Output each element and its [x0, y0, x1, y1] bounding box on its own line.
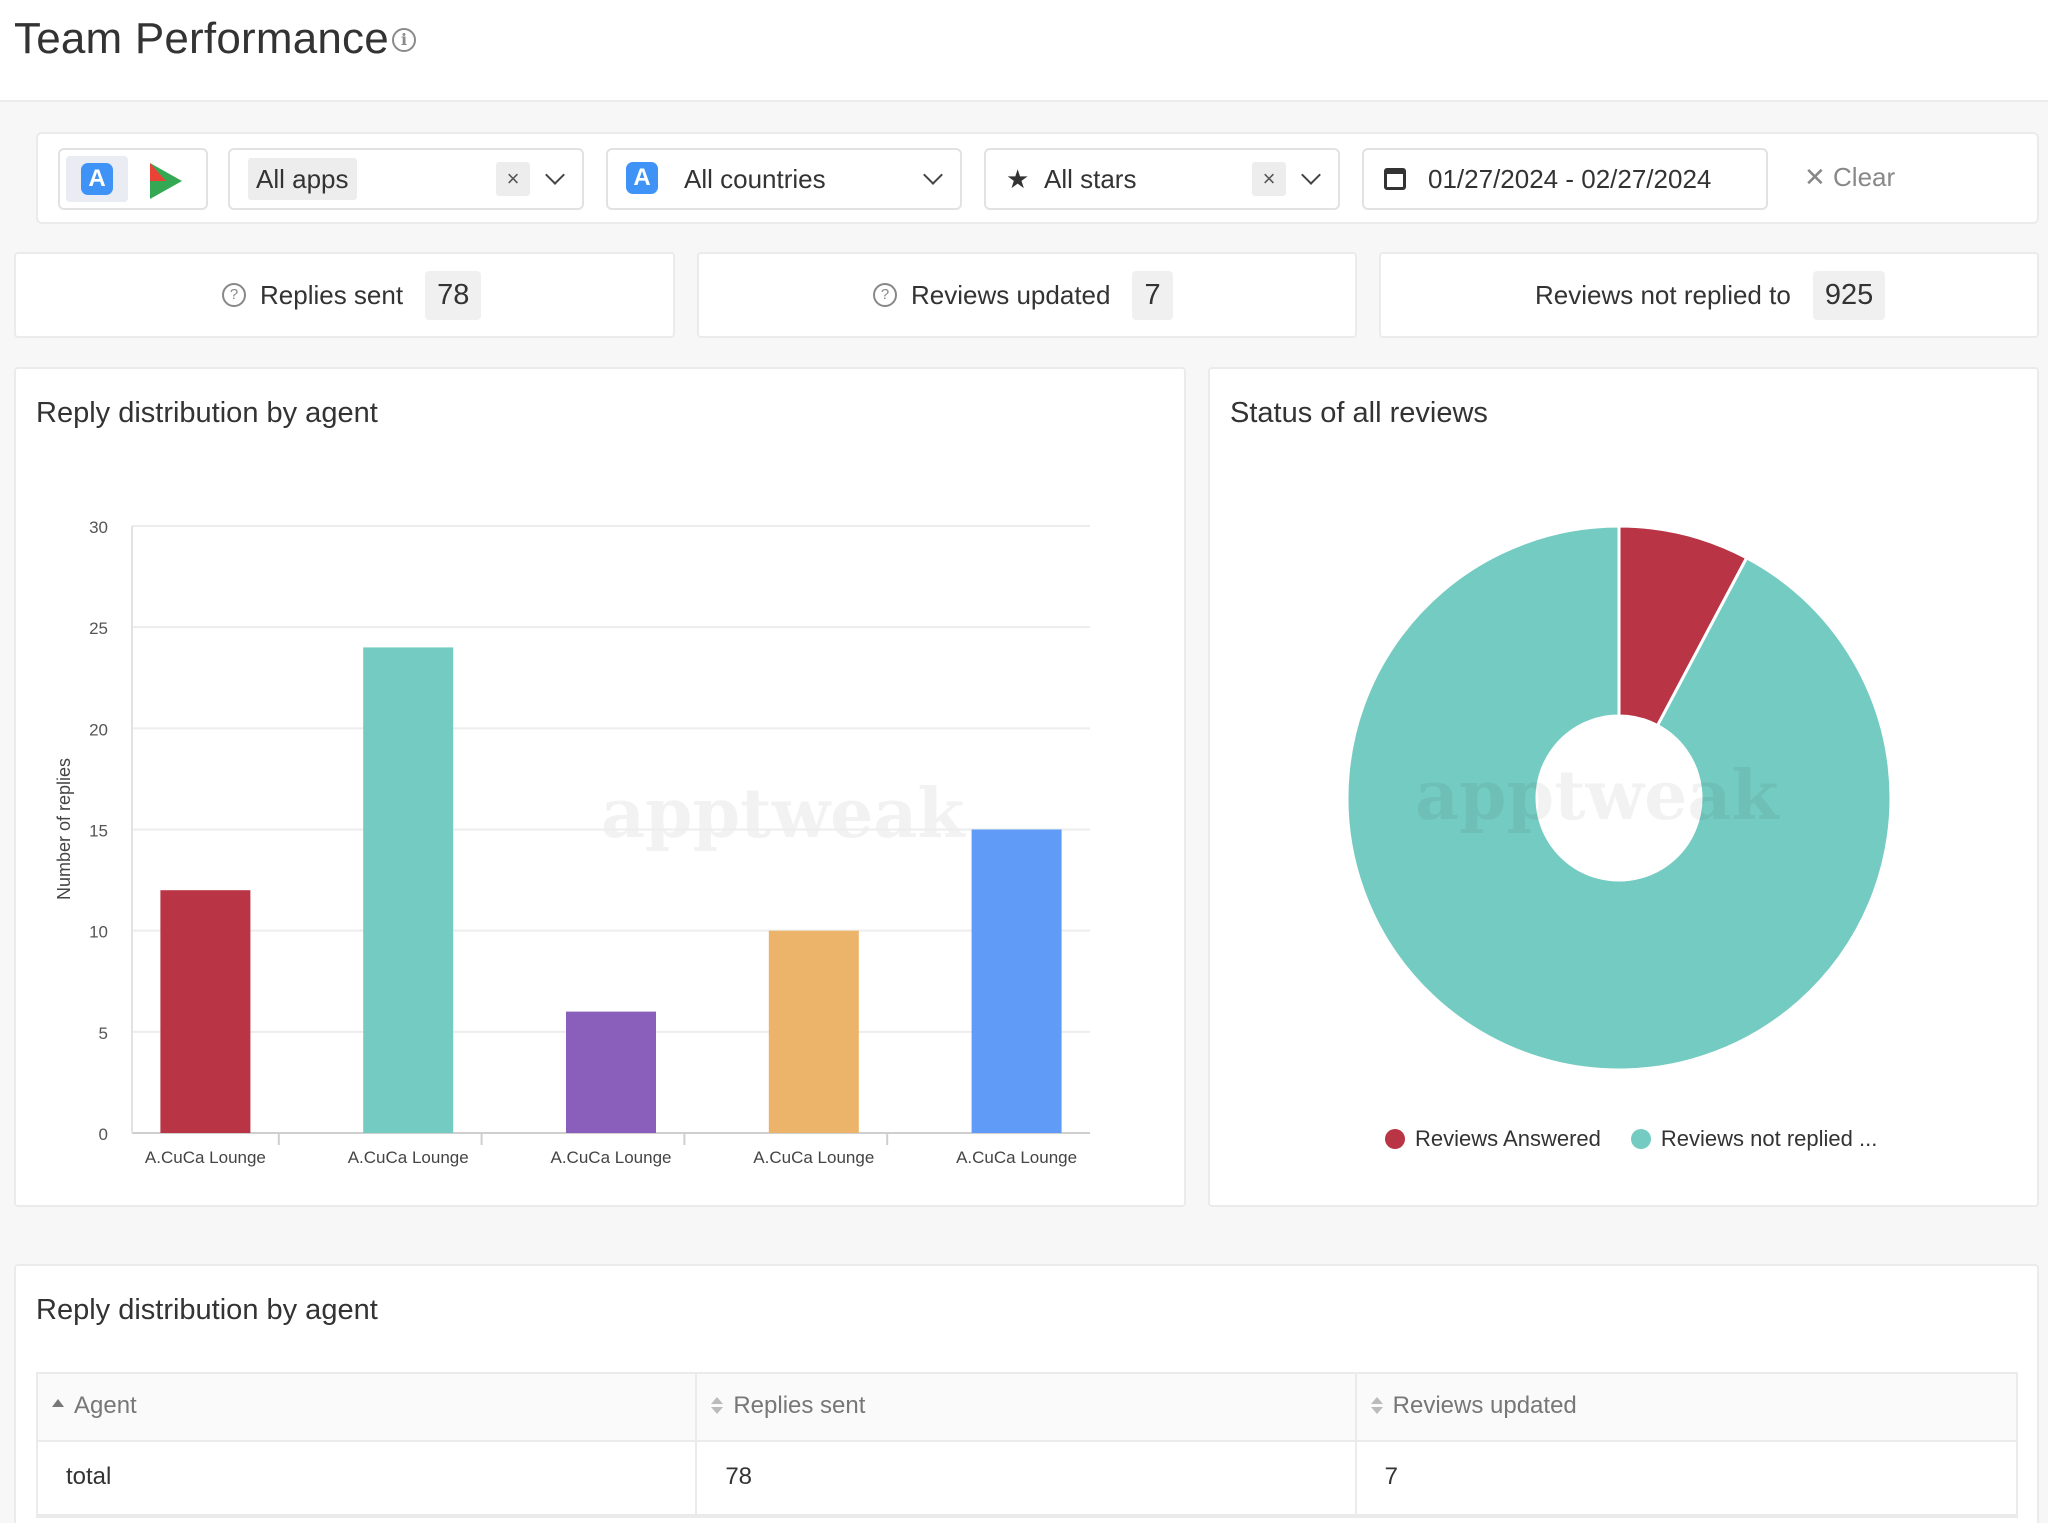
pie-chart-card: Status of all reviews apptweak	[1208, 367, 2039, 1207]
clear-filters-label: Clear	[1833, 162, 1896, 192]
info-icon[interactable]: i	[392, 28, 416, 52]
y-tick-label: 10	[89, 923, 108, 942]
bar-chart-card: Reply distribution by agent apptweak 0 5 10…	[14, 367, 1186, 1207]
x-tick-label: A.CuCa Lounge	[956, 1148, 1077, 1167]
star-icon: ★	[1006, 164, 1030, 194]
y-tick-label: 15	[89, 822, 108, 841]
x-tick-label: A.CuCa Lounge	[145, 1148, 266, 1167]
google-play-icon[interactable]	[150, 163, 182, 199]
y-tick-label: 30	[89, 518, 108, 537]
pie-slice-2	[1345, 524, 1893, 1072]
y-axis-label: Number of replies	[54, 758, 74, 900]
column-header-agent[interactable]: Agent	[38, 1374, 698, 1440]
y-tick-label: 0	[99, 1125, 108, 1144]
column-header-label: Reviews updated	[1392, 1392, 1577, 1419]
bar-5	[971, 829, 1062, 1133]
card-title: Status of all reviews	[1230, 397, 1488, 429]
stat-label: Reviews not replied to	[1535, 279, 1791, 310]
column-header-replies-sent[interactable]: Replies sent	[697, 1374, 1357, 1440]
chevron-down-icon	[545, 165, 565, 185]
legend-label-not-replied[interactable]: Reviews not replied ...	[1660, 1126, 1878, 1151]
bar-2	[363, 647, 454, 1133]
stars-selected-value: All stars	[1044, 164, 1137, 194]
bar-chart: apptweak 0 5 10 15 20 25 30 Number of replies A.C…	[54, 518, 1090, 1167]
app-store-icon: A	[626, 162, 658, 194]
stat-label: Reviews updated	[911, 279, 1111, 310]
clear-filters-button[interactable]: ✕ Clear	[1804, 162, 1895, 193]
x-tick-label: A.CuCa Lounge	[551, 1148, 672, 1167]
sort-icon	[1370, 1397, 1383, 1415]
pie-legend: Reviews Answered Reviews not replied ...	[1385, 1126, 1877, 1152]
card-title: Reply distribution by agent	[36, 1294, 378, 1326]
help-icon[interactable]: ?	[222, 283, 246, 307]
stat-label: Replies sent	[260, 279, 404, 310]
x-tick-label: A.CuCa Lounge	[753, 1148, 874, 1167]
page-header: Team Performance i	[0, 0, 2048, 102]
countries-dropdown[interactable]: A All countries	[606, 148, 962, 210]
agent-table: Agent Replies sent Reviews updated total…	[36, 1372, 2018, 1518]
apps-dropdown[interactable]: All apps ×	[228, 148, 584, 210]
watermark: apptweak	[601, 774, 966, 854]
y-tick-label: 25	[89, 619, 108, 638]
table-row: total 78 7	[38, 1442, 2016, 1516]
card-title: Reply distribution by agent	[36, 397, 378, 429]
column-header-label: Replies sent	[733, 1392, 866, 1419]
table-cell: total	[38, 1442, 698, 1514]
apps-selected-value: All apps	[248, 158, 357, 200]
donut-chart: apptweak	[1345, 524, 1893, 1072]
date-range-value: 01/27/2024 - 02/27/2024	[1428, 164, 1712, 194]
watermark: apptweak	[1415, 756, 1780, 836]
legend-dot-not-replied	[1630, 1129, 1651, 1149]
stat-card-replies-sent: ? Replies sent 78	[14, 252, 675, 338]
column-header-reviews-updated[interactable]: Reviews updated	[1356, 1374, 2016, 1440]
bar-3	[566, 1011, 656, 1133]
stat-card-reviews-not-replied: Reviews not replied to 925	[1379, 252, 2039, 338]
y-tick-label: 5	[99, 1024, 108, 1043]
store-selector: A	[58, 148, 208, 210]
apps-clear-icon[interactable]: ×	[496, 162, 530, 196]
app-store-icon: A	[81, 163, 113, 195]
legend-dot-answered	[1385, 1129, 1405, 1149]
bar-4	[768, 930, 859, 1133]
stat-value: 925	[1812, 270, 1886, 320]
column-header-label: Agent	[74, 1392, 137, 1419]
chevron-down-icon	[923, 165, 943, 185]
stat-value: 78	[425, 270, 482, 320]
date-range-picker[interactable]: 01/27/2024 - 02/27/2024	[1362, 148, 1768, 210]
bar-1	[160, 890, 251, 1133]
stars-clear-icon[interactable]: ×	[1252, 162, 1286, 196]
stat-card-reviews-updated: ? Reviews updated 7	[697, 252, 1357, 338]
filter-bar: A All apps × A All countries ★ All stars…	[36, 132, 2039, 224]
close-icon: ✕	[1804, 162, 1826, 192]
x-tick-label: A.CuCa Lounge	[348, 1148, 469, 1167]
table-cell: 7	[1384, 1463, 1399, 1490]
sort-asc-icon	[52, 1399, 64, 1407]
stat-value: 7	[1132, 270, 1173, 320]
help-icon[interactable]: ?	[873, 283, 897, 307]
app-store-toggle[interactable]: A	[66, 156, 128, 202]
agent-table-card: Reply distribution by agent Agent Replie…	[14, 1264, 2039, 1523]
table-header-row: Agent Replies sent Reviews updated	[38, 1374, 2016, 1442]
chevron-down-icon	[1301, 165, 1321, 185]
stars-dropdown[interactable]: ★ All stars ×	[984, 148, 1340, 210]
calendar-icon	[1384, 168, 1406, 190]
y-tick-label: 20	[89, 720, 108, 739]
countries-selected-value: All countries	[684, 164, 826, 194]
sort-icon	[711, 1397, 724, 1415]
table-cell: 78	[697, 1442, 1357, 1514]
legend-label-answered[interactable]: Reviews Answered	[1415, 1126, 1601, 1151]
page-title: Team Performance	[14, 14, 389, 63]
